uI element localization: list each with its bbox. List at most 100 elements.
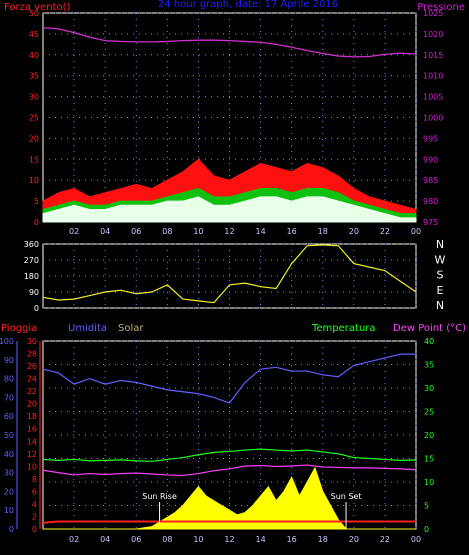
compass-label: N bbox=[436, 299, 444, 312]
x-tick-label: 06 bbox=[131, 227, 141, 236]
humidity-tick-label: 40 bbox=[4, 450, 14, 459]
rain-line bbox=[42, 520, 416, 524]
rain-tick-label: 22 bbox=[27, 387, 37, 396]
rain-tick-label: 0 bbox=[32, 525, 37, 534]
dew-point-line bbox=[42, 464, 417, 477]
humidity-tick-label: 70 bbox=[4, 393, 14, 402]
x-tick-label: 22 bbox=[380, 227, 390, 236]
humidity-tick-label: 50 bbox=[4, 431, 14, 440]
x-tick-label: 00 bbox=[411, 535, 421, 544]
right-tick-label: 985 bbox=[423, 176, 438, 185]
legend-rain: Pioggia bbox=[1, 323, 37, 334]
temp-tick-label: 15 bbox=[424, 455, 434, 464]
x-tick-label: 18 bbox=[318, 227, 328, 236]
left-tick-label: 25 bbox=[29, 114, 39, 123]
x-tick-label: 18 bbox=[318, 535, 328, 544]
direction-tick-label: 180 bbox=[24, 272, 39, 281]
x-tick-label: 14 bbox=[255, 535, 265, 544]
pressure-line bbox=[42, 26, 417, 58]
chart-title: 24 hour graph, date: 17 Aprile 2016 bbox=[158, 0, 338, 10]
rain-tick-label: 4 bbox=[32, 500, 37, 509]
x-tick-label: 04 bbox=[100, 535, 110, 544]
x-tick-label: 02 bbox=[69, 535, 79, 544]
wind-speed-area bbox=[42, 196, 417, 223]
x-tick-label: 06 bbox=[131, 535, 141, 544]
left-tick-label: 5 bbox=[34, 197, 39, 206]
climate-panel: Pioggia Umidita Solar Temperatura Dew Po… bbox=[0, 323, 466, 544]
compass-label: W bbox=[435, 253, 446, 266]
solar-area bbox=[43, 466, 416, 530]
x-tick-label: 10 bbox=[193, 227, 203, 236]
rain-tick-label: 12 bbox=[27, 450, 37, 459]
left-tick-label: 50 bbox=[29, 9, 39, 18]
right-tick-label: 1010 bbox=[423, 72, 443, 81]
x-tick-label: 16 bbox=[287, 535, 297, 544]
rain-tick-label: 2 bbox=[32, 512, 37, 521]
legend-humidity: Umidita bbox=[68, 323, 107, 334]
left-tick-label: 40 bbox=[29, 51, 39, 60]
x-tick-label: 16 bbox=[287, 227, 297, 236]
temp-tick-label: 35 bbox=[424, 361, 434, 370]
x-tick-label: 14 bbox=[255, 227, 265, 236]
humidity-tick-label: 90 bbox=[4, 356, 14, 365]
direction-tick-label: 360 bbox=[24, 240, 39, 249]
temp-tick-label: 10 bbox=[424, 478, 434, 487]
humidity-tick-label: 0 bbox=[9, 525, 14, 534]
legend-dew-point: Dew Point (°C) bbox=[393, 323, 466, 334]
right-tick-label: 1000 bbox=[423, 114, 443, 123]
x-tick-label: 12 bbox=[224, 227, 234, 236]
x-tick-label: 10 bbox=[193, 535, 203, 544]
right-tick-label: 1005 bbox=[423, 93, 443, 102]
right-tick-label: 990 bbox=[423, 155, 438, 164]
legend-temperature: Temperatura bbox=[311, 323, 376, 334]
sunrise-label: Sun Rise bbox=[142, 492, 177, 501]
humidity-tick-label: 20 bbox=[4, 487, 14, 496]
legend-solar: Solar bbox=[118, 323, 144, 334]
compass-label: N bbox=[436, 238, 444, 251]
rain-tick-label: 20 bbox=[27, 400, 37, 409]
wind-pressure-panel: 24 hour graph, date: 17 Aprile 2016 Forz… bbox=[4, 0, 465, 236]
temp-tick-label: 25 bbox=[424, 408, 434, 417]
rain-tick-label: 30 bbox=[27, 337, 37, 346]
right-tick-label: 1025 bbox=[423, 9, 443, 18]
left-tick-label: 15 bbox=[29, 155, 39, 164]
rain-tick-label: 8 bbox=[32, 475, 37, 484]
humidity-tick-label: 80 bbox=[4, 375, 14, 384]
left-tick-label: 30 bbox=[29, 93, 39, 102]
humidity-tick-label: 60 bbox=[4, 412, 14, 421]
x-tick-label: 00 bbox=[411, 227, 421, 236]
rain-tick-label: 16 bbox=[27, 425, 37, 434]
x-tick-label: 04 bbox=[100, 227, 110, 236]
rain-tick-label: 24 bbox=[27, 375, 37, 384]
rain-tick-label: 6 bbox=[32, 487, 37, 496]
right-tick-label: 975 bbox=[423, 218, 438, 227]
rain-tick-label: 26 bbox=[27, 362, 37, 371]
left-tick-label: 20 bbox=[29, 134, 39, 143]
compass-label: S bbox=[437, 269, 444, 282]
temp-tick-label: 0 bbox=[424, 525, 429, 534]
wind-direction-line bbox=[42, 244, 417, 304]
right-tick-label: 1020 bbox=[423, 30, 443, 39]
temp-tick-label: 30 bbox=[424, 384, 434, 393]
direction-tick-label: 0 bbox=[34, 304, 39, 313]
right-tick-label: 980 bbox=[423, 197, 438, 206]
left-tick-label: 0 bbox=[34, 218, 39, 227]
x-tick-label: 20 bbox=[349, 227, 359, 236]
right-axis-label: Pressione bbox=[417, 2, 465, 13]
temperature-line bbox=[42, 448, 417, 462]
left-tick-label: 35 bbox=[29, 72, 39, 81]
direction-tick-label: 270 bbox=[24, 256, 39, 265]
rain-tick-label: 10 bbox=[27, 462, 37, 471]
right-tick-label: 1015 bbox=[423, 51, 443, 60]
humidity-tick-label: 100 bbox=[0, 337, 14, 346]
rain-tick-label: 18 bbox=[27, 412, 37, 421]
humidity-line bbox=[42, 353, 416, 404]
temp-tick-label: 40 bbox=[424, 337, 434, 346]
compass-label: E bbox=[437, 284, 444, 297]
direction-tick-label: 90 bbox=[29, 288, 39, 297]
left-tick-label: 45 bbox=[29, 30, 39, 39]
sunset-label: Sun Set bbox=[331, 492, 362, 501]
x-tick-label: 08 bbox=[162, 535, 172, 544]
humidity-tick-label: 10 bbox=[4, 506, 14, 515]
